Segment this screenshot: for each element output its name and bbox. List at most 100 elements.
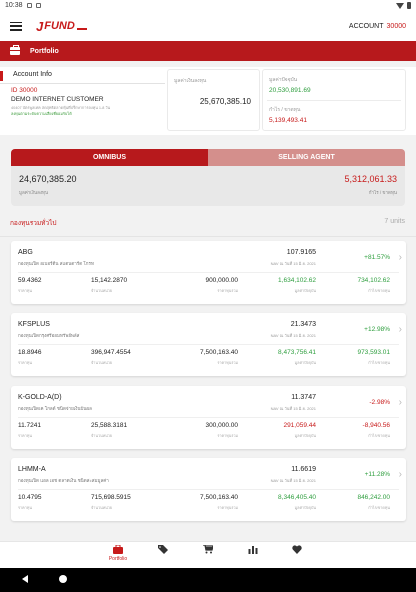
account-label: ACCOUNT — [348, 22, 384, 30]
page-title: Portfolio — [30, 47, 59, 55]
nav-favorites[interactable] — [282, 545, 312, 567]
system-nav-bar — [0, 568, 416, 592]
omnibus-value-label: มูลค่าเงินลงทุน — [19, 190, 49, 195]
chevron-right-icon: › — [398, 252, 402, 263]
customer-name: DEMO INTERNET CUSTOMER — [11, 96, 104, 103]
avg-cost: 10.4795 ราคาทุน — [18, 494, 42, 510]
profit-loss: 973,593.01 กำไร/ขาดทุน — [357, 349, 390, 365]
fund-nav-date: NAV ณ วันที่ 15 มิ.ย. 2021 — [270, 478, 316, 483]
fund-nav: 107.9165 — [286, 249, 316, 256]
market-value: 25,670,385.10 — [199, 97, 251, 106]
fund-change: +12.98% — [364, 326, 390, 333]
units: 396,947.4554 จำนวนหน่วย — [91, 349, 131, 365]
profit-loss: -8,940.56 กำไร/ขาดทุน — [362, 422, 390, 438]
nav-portfolio[interactable]: Portfolio — [103, 545, 133, 567]
units: 25,588.3181 จำนวนหน่วย — [91, 422, 128, 438]
current-value: 1,634,102.62 มูลค่าปัจจุบัน — [278, 277, 316, 293]
fund-card-lhmm[interactable]: LHMM-A กองทุนเปิด แอล เอช ตลาดเงิน ชนิดส… — [11, 458, 406, 521]
fund-nav-date: NAV ณ วันที่ 15 มิ.ย. 2021 — [270, 406, 316, 411]
total-cost: 300,000.00 ราคาทุนรวม — [205, 422, 238, 438]
nav-portfolio-label: Portfolio — [108, 556, 128, 562]
battery-icon — [407, 2, 411, 9]
unit-count: 7 units — [384, 218, 405, 225]
home-icon[interactable] — [59, 575, 67, 583]
account-number: 30000 — [386, 22, 406, 30]
omnibus-profit: 5,312,061.33 — [344, 174, 397, 184]
units: 15,142.2870 จำนวนหน่วย — [91, 277, 128, 293]
chevron-right-icon: › — [398, 324, 402, 335]
heart-icon — [292, 545, 302, 554]
fund-description: กองทุนเปิด อเบอร์ดีน สแตนดาร์ด โกรท — [18, 261, 94, 266]
briefcase-icon — [10, 45, 20, 55]
total-cost: 900,000.00 ราคาทุนรวม — [205, 277, 238, 293]
status-time: 10:38 — [5, 2, 23, 9]
current-value: 8,346,405.40 มูลค่าปัจจุบัน — [278, 494, 316, 510]
total-cost: 7,500,163.40 ราคาทุนรวม — [200, 349, 238, 365]
account-info-heading: Account Info — [0, 71, 165, 81]
nav-funds[interactable] — [148, 545, 178, 567]
omnibus-profit-label: กำไร / ขาดทุน — [368, 190, 397, 195]
account-description: 40407 บัตรพูลเทค สดสุทธิตลาดหุ้นที่ปรึกษ… — [11, 106, 111, 110]
profit-loss-value: 5,139,493.41 — [269, 117, 307, 124]
sim-icon — [35, 3, 41, 8]
tab-omnibus[interactable]: OMNIBUS — [11, 149, 208, 166]
tab-selling-agent[interactable]: SELLING AGENT — [208, 149, 405, 166]
fund-nav-date: NAV ณ วันที่ 15 มิ.ย. 2021 — [270, 333, 316, 338]
fund-code: LHMM-A — [18, 466, 46, 473]
back-icon[interactable] — [22, 575, 28, 583]
account-id: ID 30000 — [11, 87, 38, 94]
avg-cost: 59.4362 ราคาทุน — [18, 277, 42, 293]
cart-icon — [203, 545, 213, 554]
portfolio-segment: OMNIBUS SELLING AGENT 24,670,385.20 มูลค… — [11, 149, 405, 206]
fund-description: กองทุนเปิดกรุงศรีออมทรัพย์พลัส — [18, 333, 80, 338]
fund-nav: 21.3473 — [290, 321, 316, 328]
tag-icon — [158, 545, 168, 554]
market-value-box: มูลค่าเงินลงทุน 25,670,385.10 — [167, 69, 260, 131]
fund-nav: 11.6619 — [291, 466, 316, 473]
fund-description: กองทุนเปิด แอล เอช ตลาดเงิน ชนิดสะสมมูลค… — [18, 478, 109, 483]
fund-change: -2.98% — [369, 399, 390, 406]
wifi-icon — [396, 2, 404, 9]
chevron-right-icon: › — [398, 469, 402, 480]
omnibus-value: 24,670,385.20 — [19, 174, 77, 184]
menu-icon[interactable] — [10, 21, 22, 31]
profit-loss: 846,242.00 กำไร/ขาดทุน — [357, 494, 390, 510]
avg-cost: 18.8946 ราคาทุน — [18, 349, 42, 365]
fund-card-abg[interactable]: ABG กองทุนเปิด อเบอร์ดีน สแตนดาร์ด โกรท … — [11, 241, 406, 304]
risk-note: ลงทุนตามระดับความเสี่ยงที่ยอมรับได้ — [11, 112, 72, 116]
app-bar: J FUND ACCOUNT 30000 — [0, 11, 416, 41]
bar-chart-icon — [248, 546, 258, 554]
fund-code: K-GOLD-A(D) — [18, 394, 62, 401]
total-cost: 7,500,163.40 ราคาทุนรวม — [200, 494, 238, 510]
current-value: 291,059.44 มูลค่าปัจจุบัน — [283, 422, 316, 438]
account-info-panel: Account Info ID 30000 DEMO INTERNET CUST… — [0, 67, 416, 135]
fund-change: +81.57% — [364, 254, 390, 261]
account-indicator: ACCOUNT 30000 — [349, 23, 406, 30]
status-bar: 10:38 — [0, 0, 416, 11]
briefcase-icon — [113, 545, 123, 554]
fund-change: +11.28% — [364, 471, 390, 478]
portfolio-header: Portfolio — [0, 41, 416, 61]
section-title: กองทุนรวมทั่วไป — [10, 220, 57, 227]
fund-description: กองทุนเปิดเค โกลด์ ชนิดจ่ายเงินปันผล — [18, 406, 92, 411]
account-details: Account Info ID 30000 DEMO INTERNET CUST… — [0, 67, 165, 135]
value-summary-box: มูลค่าปัจจุบัน 20,530,891.69 กำไร / ขาดท… — [262, 69, 406, 131]
fund-nav-date: NAV ณ วันที่ 15 มิ.ย. 2021 — [270, 261, 316, 266]
current-value-label: มูลค่าปัจจุบัน — [269, 77, 298, 83]
avg-cost: 11.7241 ราคาทุน — [18, 422, 42, 438]
fund-card-k-gold[interactable]: K-GOLD-A(D) กองทุนเปิดเค โกลด์ ชนิดจ่ายเ… — [11, 386, 406, 449]
nav-reports[interactable] — [238, 545, 268, 567]
current-value: 20,530,891.69 — [269, 87, 311, 94]
profit-loss: 734,102.62 กำไร/ขาดทุน — [357, 277, 390, 293]
notification-icon — [26, 3, 32, 8]
market-value-label: มูลค่าเงินลงทุน — [174, 78, 207, 84]
fund-code: ABG — [18, 249, 33, 256]
bottom-nav: Portfolio — [0, 541, 416, 568]
current-value: 8,473,756.41 มูลค่าปัจจุบัน — [278, 349, 316, 365]
jfund-logo: J FUND — [36, 19, 87, 34]
fund-card-kfsplus[interactable]: KFSPLUS กองทุนเปิดกรุงศรีออมทรัพย์พลัส 2… — [11, 313, 406, 376]
fund-section-header: กองทุนรวมทั่วไป 7 units — [0, 214, 416, 237]
nav-cart[interactable] — [193, 545, 223, 567]
fund-code: KFSPLUS — [18, 321, 50, 328]
fund-nav: 11.3747 — [291, 394, 316, 401]
